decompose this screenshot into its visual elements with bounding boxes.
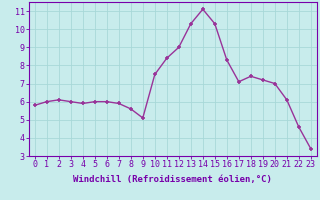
X-axis label: Windchill (Refroidissement éolien,°C): Windchill (Refroidissement éolien,°C) bbox=[73, 175, 272, 184]
